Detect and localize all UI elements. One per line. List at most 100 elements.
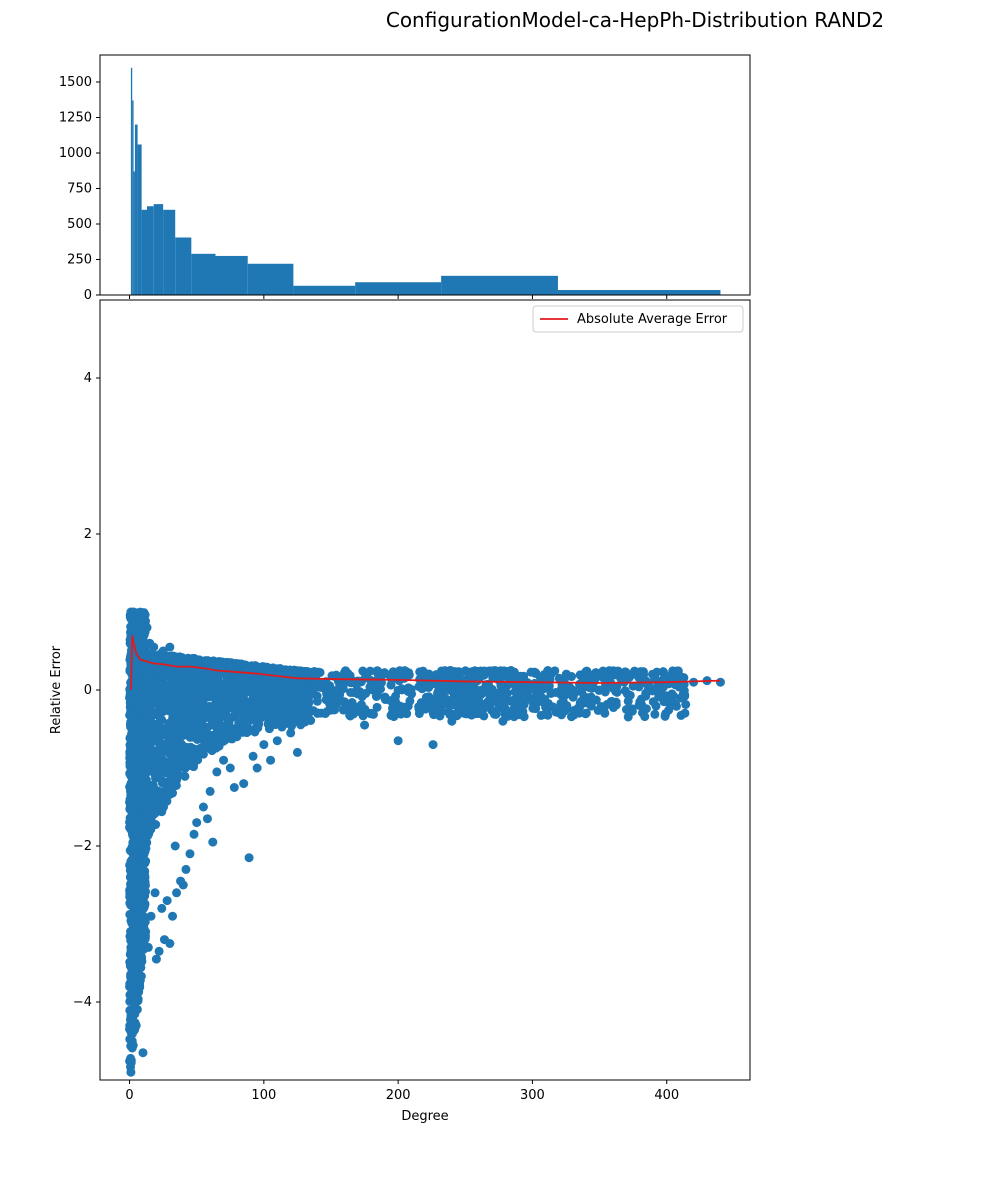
scatter-point <box>198 697 208 707</box>
scatter-point <box>195 704 205 714</box>
scatter-point <box>360 720 370 730</box>
scatter-point <box>302 699 312 709</box>
figure-title: ConfigurationModel-ca-HepPh-Distribution… <box>385 8 885 32</box>
scatter-point <box>256 702 266 712</box>
scatter-point <box>667 689 677 699</box>
scatter-point <box>551 687 561 697</box>
scatter-point <box>643 685 653 695</box>
scatter-point <box>339 697 349 707</box>
scatter-point <box>138 799 148 809</box>
scatter-point <box>125 865 135 875</box>
scatter-point <box>259 740 269 750</box>
scatter-point <box>188 653 198 663</box>
scatter-point <box>628 681 638 691</box>
scatter-point <box>180 704 190 714</box>
scatter-point <box>198 683 208 693</box>
scatter-point <box>479 670 489 680</box>
scatter-point <box>447 716 457 726</box>
scatter-point <box>182 760 192 770</box>
scatter-point <box>489 709 499 719</box>
scatter-point <box>203 656 213 666</box>
scatter-point <box>499 687 509 697</box>
scatter-point <box>302 666 312 676</box>
scatter-point <box>498 716 508 726</box>
histogram-bar <box>153 204 164 295</box>
scatter-point <box>437 694 447 704</box>
scatter-point <box>206 714 216 724</box>
scatter-x-tick-label: 400 <box>654 1088 679 1103</box>
scatter-point <box>487 689 497 699</box>
scatter-point <box>348 709 358 719</box>
scatter-x-tick-label: 200 <box>386 1088 411 1103</box>
scatter-point <box>148 731 158 741</box>
scatter-x-tick-label: 300 <box>520 1088 545 1103</box>
scatter-y-tick-label: −2 <box>73 839 92 854</box>
scatter-point <box>393 736 403 746</box>
scatter-point <box>205 786 215 796</box>
scatter-point <box>136 888 146 898</box>
scatter-point <box>165 642 175 652</box>
histogram-bar <box>137 144 142 295</box>
scatter-point <box>356 707 366 717</box>
scatter-point <box>144 808 154 818</box>
scatter-point <box>168 911 178 921</box>
scatter-point <box>433 708 443 718</box>
scatter-point <box>185 688 195 698</box>
histogram-bar <box>557 290 721 295</box>
scatter-point <box>445 701 455 711</box>
scatter-point <box>568 685 578 695</box>
scatter-point <box>141 844 151 854</box>
scatter-point <box>142 780 152 790</box>
scatter-point <box>154 946 164 956</box>
scatter-point <box>388 703 398 713</box>
scatter-point <box>581 681 591 691</box>
scatter-point <box>166 692 176 702</box>
scatter-point <box>424 692 434 702</box>
scatter-point <box>387 710 397 720</box>
scatter-point <box>217 683 227 693</box>
scatter-point <box>159 702 169 712</box>
scatter-point <box>562 701 572 711</box>
scatter-point <box>312 696 322 706</box>
scatter-point <box>219 755 229 765</box>
scatter-point <box>133 945 143 955</box>
histogram-bar <box>247 263 294 295</box>
histogram-bar <box>441 275 558 295</box>
scatter-point <box>295 680 305 690</box>
scatter-point <box>595 685 605 695</box>
x-axis-label: Degree <box>401 1109 448 1124</box>
scatter-point <box>157 776 167 786</box>
scatter-point <box>366 708 376 718</box>
scatter-point <box>648 697 658 707</box>
scatter-point <box>365 666 375 676</box>
scatter-point <box>214 739 224 749</box>
scatter-point <box>143 767 153 777</box>
scatter-point <box>221 699 231 709</box>
scatter-point <box>621 705 631 714</box>
scatter-point <box>189 829 199 839</box>
scatter-point <box>180 677 190 687</box>
scatter-points <box>125 607 725 1077</box>
scatter-point <box>225 763 235 773</box>
scatter-point <box>154 738 164 748</box>
scatter-point <box>214 722 224 732</box>
scatter-point <box>241 719 251 729</box>
scatter-point <box>165 939 175 948</box>
histogram-bar <box>163 209 176 295</box>
scatter-point <box>227 723 237 733</box>
scatter-point <box>156 757 166 767</box>
scatter-point <box>679 686 689 696</box>
scatter-point <box>272 704 282 714</box>
scatter-point <box>145 710 155 720</box>
scatter-point <box>155 680 165 690</box>
scatter-point <box>252 763 262 773</box>
scatter-point <box>467 687 477 697</box>
scatter-point <box>252 695 262 705</box>
scatter-point <box>222 675 232 685</box>
scatter-point <box>586 701 596 711</box>
scatter-point <box>243 684 253 694</box>
scatter-point <box>170 841 180 851</box>
histogram-panel: 0 250 500 750 1000 1250 1500 <box>59 54 751 303</box>
scatter-point <box>474 708 484 718</box>
